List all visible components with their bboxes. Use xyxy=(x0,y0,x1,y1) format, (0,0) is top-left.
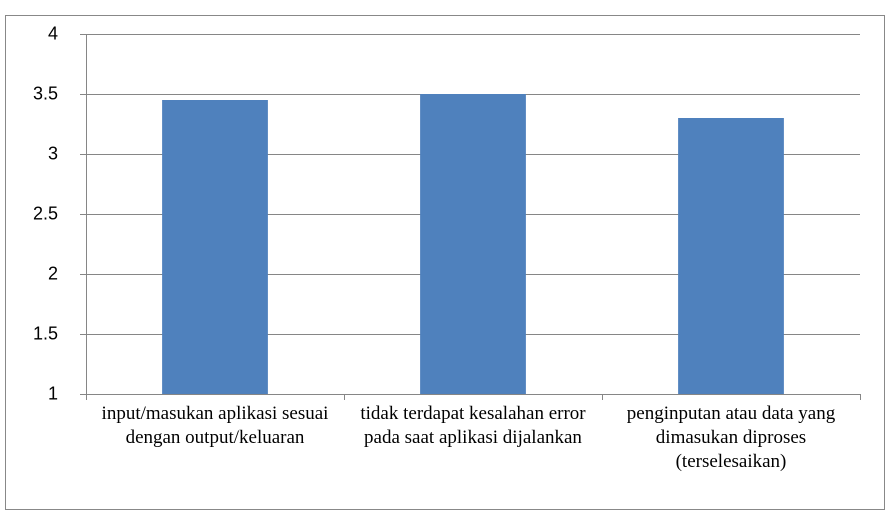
x-tick-label: tidak terdapat kesalahan error pada saat… xyxy=(360,403,586,448)
x-tick-label: penginputan atau data yang dimasukan dip… xyxy=(626,403,836,472)
bar xyxy=(420,94,526,394)
x-tick-label: input/masukan aplikasi sesuai dengan out… xyxy=(101,403,329,448)
y-tick-label: 2.5 xyxy=(33,203,58,223)
y-tick-label: 1.5 xyxy=(33,323,58,343)
y-tick-label: 1 xyxy=(48,383,58,403)
bar xyxy=(678,118,784,394)
bar xyxy=(162,100,268,394)
y-tick-label: 3 xyxy=(48,143,58,163)
y-tick-label: 3.5 xyxy=(33,83,58,103)
y-tick-label: 2 xyxy=(48,263,58,283)
y-tick-label: 4 xyxy=(48,23,58,43)
